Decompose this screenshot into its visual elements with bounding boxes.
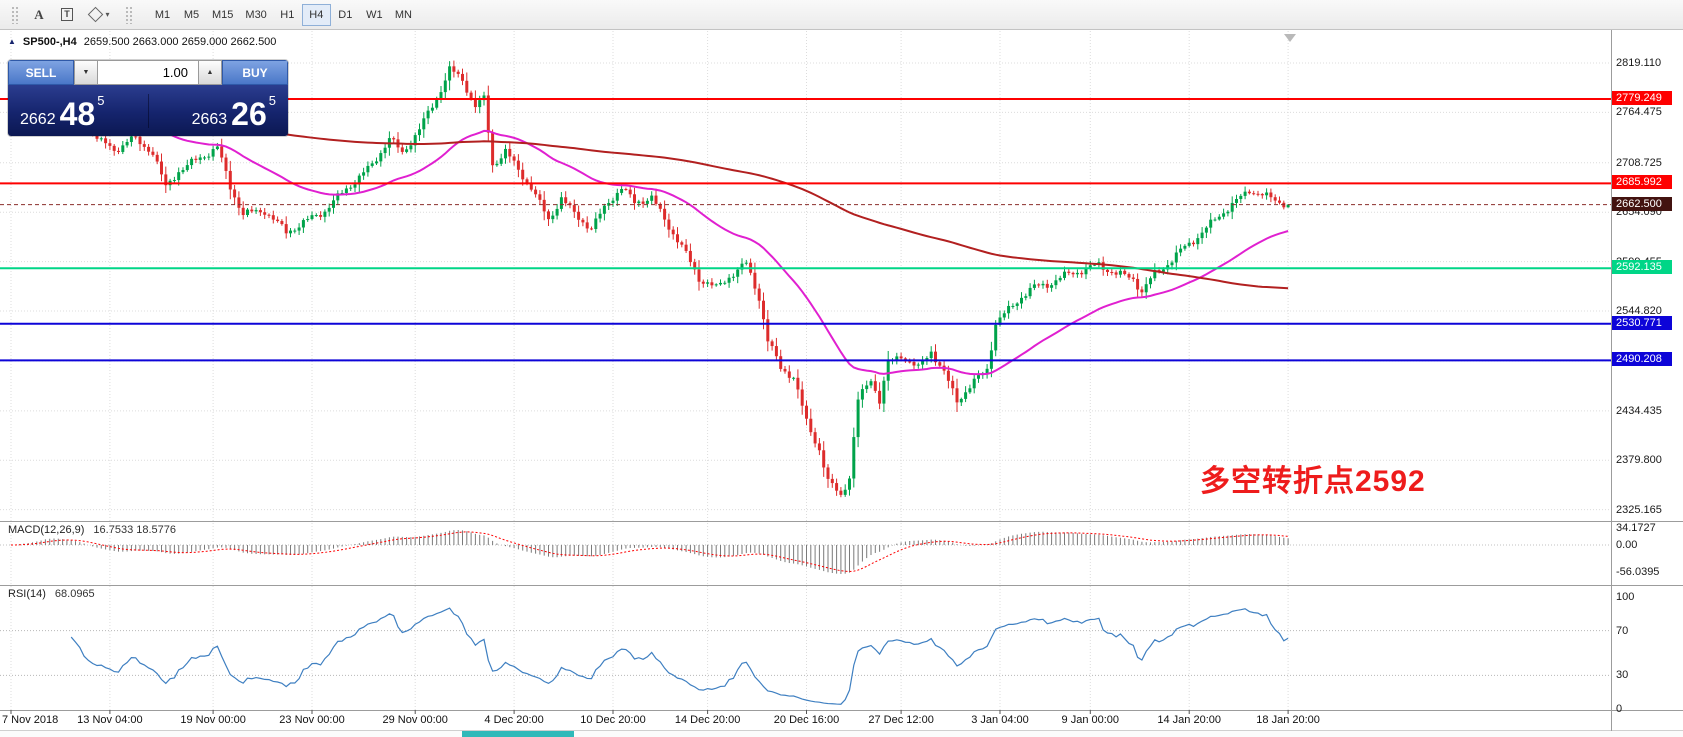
macd-layer bbox=[0, 530, 1611, 574]
trade-controls-row: SELL ▼ ▲ BUY bbox=[8, 60, 288, 85]
time-label: 29 Nov 00:00 bbox=[382, 714, 448, 726]
time-label: 7 Nov 2018 bbox=[2, 714, 59, 726]
one-click-toggle-icon[interactable]: ▲ bbox=[8, 37, 16, 46]
time-label: 4 Dec 20:00 bbox=[484, 714, 544, 726]
timeframe-button-m5[interactable]: M5 bbox=[177, 4, 206, 26]
sell-price-sup: 5 bbox=[97, 92, 105, 108]
price-tick-label: 2544.820 bbox=[1616, 305, 1662, 317]
time-label: 10 Dec 20:00 bbox=[580, 714, 646, 726]
price-display: 2662 48 5 2663 26 5 bbox=[8, 85, 288, 136]
sma-180-line bbox=[10, 121, 1289, 290]
time-label: 14 Dec 20:00 bbox=[674, 714, 741, 726]
price-tick-label: 2819.110 bbox=[1616, 57, 1662, 69]
price-tick-label: 2434.435 bbox=[1616, 404, 1662, 417]
rsi-axis-label: 0 bbox=[1616, 703, 1623, 715]
timeframe-button-h4[interactable]: H4 bbox=[301, 3, 331, 26]
timeframe-button-m15[interactable]: M15 bbox=[206, 4, 239, 26]
macd-signal-line bbox=[10, 531, 1289, 573]
price-tick-label: 2325.165 bbox=[1616, 503, 1662, 516]
price-tick-label: 2708.725 bbox=[1616, 156, 1662, 169]
buy-price: 2663 26 5 bbox=[191, 92, 276, 133]
time-label: 20 Dec 16:00 bbox=[773, 714, 840, 726]
levels-layer bbox=[0, 98, 1611, 362]
price-axis[interactable] bbox=[1611, 30, 1683, 710]
macd-header: MACD(12,26,9) 16.7533 18.5776 bbox=[8, 524, 176, 536]
rsi-title: RSI(14) bbox=[8, 588, 46, 600]
buy-price-big: 26 bbox=[231, 96, 267, 133]
rsi-line bbox=[70, 607, 1289, 705]
macd-values: 16.7533 18.5776 bbox=[93, 524, 177, 536]
price-level-tag: 2662.500 bbox=[1612, 196, 1672, 211]
macd-axis-label: 0.00 bbox=[1616, 539, 1638, 551]
toolbar-grip[interactable] bbox=[11, 5, 19, 24]
symbol-period-label: SP500-,H4 bbox=[22, 36, 77, 48]
timeframe-button-w1[interactable]: W1 bbox=[360, 4, 389, 26]
text-label-tool-icon: T bbox=[61, 8, 73, 21]
timeframe-button-d1[interactable]: D1 bbox=[331, 4, 360, 26]
caret-down-icon: ▼ bbox=[82, 69, 90, 76]
one-click-trading-panel: SELL ▼ ▲ BUY 2662 48 5 2663 26 5 bbox=[8, 60, 288, 136]
buy-price-prefix: 2663 bbox=[191, 110, 228, 128]
time-label: 14 Jan 20:00 bbox=[1157, 714, 1221, 726]
borders-layer bbox=[0, 30, 1683, 731]
time-label: 3 Jan 04:00 bbox=[971, 714, 1029, 726]
moving-averages-layer bbox=[10, 102, 1289, 376]
chart-annotation: 多空转折点2592 bbox=[1200, 465, 1426, 498]
shape-icon bbox=[88, 6, 104, 23]
ohlc-readout: 2659.500 2663.000 2659.000 2662.500 bbox=[83, 36, 277, 48]
sell-price: 2662 48 5 bbox=[20, 92, 105, 133]
lot-increase-button[interactable]: ▲ bbox=[198, 60, 222, 85]
toolbar-grip-2[interactable] bbox=[125, 5, 133, 24]
timeframe-button-m1[interactable]: M1 bbox=[148, 4, 177, 26]
timeframe-button-m30[interactable]: M30 bbox=[239, 4, 272, 26]
buy-button[interactable]: BUY bbox=[222, 60, 288, 85]
time-label: 27 Dec 12:00 bbox=[868, 714, 934, 726]
price-tick-label: 2764.475 bbox=[1616, 106, 1662, 119]
text-tool-button[interactable]: A bbox=[26, 4, 52, 26]
price-divider bbox=[147, 93, 149, 128]
main-toolbar: A T ▾ M1 M5 M15 M30 H1 H4 D1 W1 MN bbox=[0, 0, 1683, 30]
buy-price-sup: 5 bbox=[268, 92, 276, 108]
chart-header: ▲ SP500-,H4 2659.500 2663.000 2659.000 2… bbox=[8, 36, 276, 48]
macd-axis-label: 34.1727 bbox=[1616, 522, 1656, 535]
rsi-axis-label: 70 bbox=[1616, 624, 1629, 637]
ema-42-line bbox=[10, 102, 1289, 376]
sell-price-big: 48 bbox=[59, 96, 96, 133]
time-label: 18 Jan 20:00 bbox=[1256, 714, 1320, 726]
bottom-edge-strip bbox=[0, 731, 1683, 737]
price-level-tag: 2685.992 bbox=[1612, 175, 1672, 190]
rsi-axis-label: 30 bbox=[1616, 669, 1629, 682]
time-label: 13 Nov 04:00 bbox=[77, 714, 143, 726]
time-label: 23 Nov 00:00 bbox=[279, 714, 345, 726]
price-level-tag: 2779.249 bbox=[1612, 91, 1672, 106]
sell-button[interactable]: SELL bbox=[8, 60, 74, 85]
price-level-tag: 2530.771 bbox=[1612, 315, 1672, 330]
rsi-header: RSI(14) 68.0965 bbox=[8, 588, 95, 600]
rsi-axis-label: 100 bbox=[1616, 591, 1635, 603]
time-label: 19 Nov 00:00 bbox=[180, 714, 246, 726]
caret-down-icon: ▾ bbox=[105, 10, 110, 19]
price-level-tag: 2490.208 bbox=[1612, 352, 1672, 367]
timeframe-button-h1[interactable]: H1 bbox=[273, 4, 302, 26]
lot-size-input[interactable] bbox=[98, 60, 198, 85]
macd-axis-label: -56.0395 bbox=[1616, 566, 1660, 579]
taskbar-sliver bbox=[462, 731, 574, 737]
timeframe-button-mn[interactable]: MN bbox=[389, 4, 418, 26]
text-tool-icon: A bbox=[34, 6, 44, 22]
lot-decrease-dropdown-button[interactable]: ▼ bbox=[74, 60, 98, 85]
chart-shift-marker-icon[interactable] bbox=[1284, 34, 1296, 42]
rsi-value: 68.0965 bbox=[54, 588, 95, 600]
price-level-tag: 2592.135 bbox=[1612, 260, 1672, 275]
macd-title: MACD(12,26,9) bbox=[8, 524, 85, 536]
time-label: 9 Jan 00:00 bbox=[1061, 714, 1120, 726]
sell-price-prefix: 2662 bbox=[20, 110, 56, 128]
price-tick-label: 2379.800 bbox=[1616, 454, 1662, 467]
rsi-layer bbox=[0, 607, 1611, 705]
text-label-tool-button[interactable]: T bbox=[54, 4, 80, 26]
caret-up-icon: ▲ bbox=[206, 69, 214, 76]
timeframe-toolbar: M1 M5 M15 M30 H1 H4 D1 W1 MN bbox=[148, 3, 418, 26]
shapes-dropdown-button[interactable]: ▾ bbox=[82, 4, 118, 26]
